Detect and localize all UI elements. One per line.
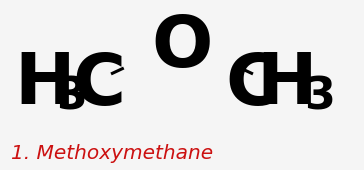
Text: 1. Methoxymethane: 1. Methoxymethane — [11, 144, 213, 163]
Text: C: C — [226, 50, 279, 120]
Text: O: O — [151, 13, 213, 82]
Text: H: H — [15, 50, 75, 120]
Text: 3: 3 — [304, 75, 335, 118]
Text: C: C — [73, 50, 126, 120]
Text: 3: 3 — [56, 75, 87, 118]
Text: H: H — [257, 50, 317, 120]
